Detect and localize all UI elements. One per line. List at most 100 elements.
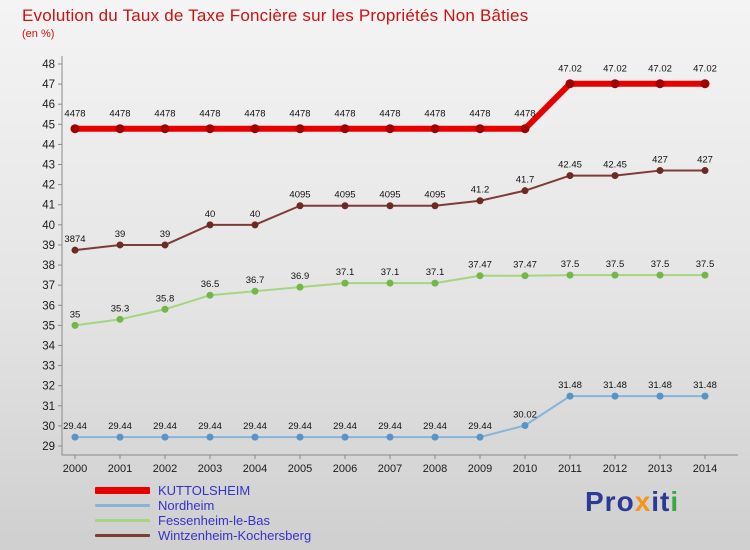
- svg-text:44: 44: [42, 139, 55, 151]
- chart-legend: KUTTOLSHEIM Nordheim Fessenheim-le-Bas W…: [95, 482, 311, 543]
- data-point: [566, 392, 574, 400]
- data-point: [430, 124, 440, 134]
- data-point: [340, 124, 350, 134]
- data-point: [611, 392, 619, 400]
- svg-text:4095: 4095: [379, 190, 400, 201]
- svg-text:2008: 2008: [423, 463, 447, 475]
- svg-text:39: 39: [115, 229, 126, 240]
- data-point: [341, 279, 349, 287]
- svg-text:30: 30: [42, 421, 55, 433]
- svg-text:35.8: 35.8: [156, 293, 175, 304]
- svg-text:37.1: 37.1: [336, 267, 355, 278]
- svg-text:2011: 2011: [558, 463, 582, 475]
- data-point: [296, 202, 304, 210]
- svg-text:2009: 2009: [468, 463, 492, 475]
- series-kuttolsheim: [70, 79, 710, 134]
- data-point: [71, 321, 79, 329]
- svg-text:37.47: 37.47: [513, 260, 537, 271]
- data-point: [206, 433, 214, 441]
- svg-text:35: 35: [42, 320, 55, 332]
- svg-text:4478: 4478: [199, 109, 220, 120]
- svg-text:29: 29: [42, 441, 55, 453]
- svg-text:31.48: 31.48: [603, 380, 627, 391]
- data-point: [656, 392, 664, 400]
- data-point: [70, 124, 80, 134]
- svg-text:29.44: 29.44: [63, 421, 87, 432]
- svg-text:4478: 4478: [334, 109, 355, 120]
- data-point: [566, 172, 574, 180]
- svg-text:39: 39: [160, 229, 171, 240]
- svg-text:4478: 4478: [514, 109, 535, 120]
- data-point: [611, 172, 619, 180]
- data-point: [386, 279, 394, 287]
- data-point: [476, 272, 484, 280]
- legend-swatch-fessenheim: [95, 518, 150, 522]
- svg-text:4478: 4478: [289, 109, 310, 120]
- svg-text:29.44: 29.44: [468, 421, 492, 432]
- svg-text:41.2: 41.2: [471, 185, 490, 196]
- svg-text:4478: 4478: [379, 109, 400, 120]
- svg-text:427: 427: [652, 155, 668, 166]
- data-point: [386, 202, 394, 210]
- data-point: [161, 241, 169, 249]
- data-point: [386, 433, 394, 441]
- svg-text:29.44: 29.44: [423, 421, 447, 432]
- svg-text:29.44: 29.44: [243, 421, 267, 432]
- legend-item-kuttolsheim: KUTTOLSHEIM: [95, 482, 311, 498]
- data-point: [296, 433, 304, 441]
- svg-text:29.44: 29.44: [108, 421, 132, 432]
- data-point: [160, 124, 170, 134]
- svg-text:37.1: 37.1: [426, 267, 445, 278]
- data-point: [610, 79, 620, 89]
- data-point: [71, 433, 79, 441]
- legend-label: KUTTOLSHEIM: [158, 482, 251, 498]
- data-point: [206, 291, 214, 299]
- svg-text:35.3: 35.3: [111, 303, 130, 314]
- svg-text:31: 31: [42, 401, 55, 413]
- legend-label: Nordheim: [158, 497, 215, 513]
- chart-subtitle: (en %): [22, 28, 55, 40]
- svg-text:29.44: 29.44: [288, 421, 312, 432]
- svg-text:47.02: 47.02: [558, 64, 582, 75]
- svg-text:2013: 2013: [648, 463, 672, 475]
- data-point: [115, 124, 125, 134]
- data-point: [565, 79, 575, 89]
- data-point: [296, 283, 304, 291]
- svg-text:2010: 2010: [513, 463, 537, 475]
- data-point: [341, 202, 349, 210]
- svg-text:37: 37: [42, 280, 55, 292]
- data-point: [701, 167, 709, 175]
- data-point: [116, 241, 124, 249]
- svg-text:3874: 3874: [64, 234, 85, 245]
- svg-text:37.1: 37.1: [381, 267, 400, 278]
- series-nordheim: [71, 392, 709, 441]
- data-point: [476, 197, 484, 205]
- svg-text:4095: 4095: [289, 190, 310, 201]
- svg-text:37.5: 37.5: [696, 259, 715, 270]
- svg-text:46: 46: [42, 99, 55, 111]
- svg-text:2001: 2001: [108, 463, 132, 475]
- svg-text:4478: 4478: [64, 109, 85, 120]
- svg-text:38: 38: [42, 260, 55, 272]
- svg-text:35: 35: [70, 309, 81, 320]
- series-labels-wintzenheim-kochersberg: 3874 39 39 40 40 4095 4095 4095 4095 41.2 41.7 42.4…: [64, 155, 713, 246]
- svg-text:40: 40: [42, 220, 55, 232]
- svg-text:4478: 4478: [244, 109, 265, 120]
- data-point: [656, 271, 664, 279]
- svg-text:2005: 2005: [288, 463, 312, 475]
- series-labels-nordheim: 29.44 29.44 29.44 29.44 29.44 29.44 29.44 29.44…: [63, 380, 717, 432]
- svg-text:2012: 2012: [603, 463, 627, 475]
- y-axis-ticks: 29 30 31 32 33 34 35 36 37 38 39 40 41 42 43 44 45 46 47 48: [42, 59, 62, 453]
- legend-label: Fessenheim-le-Bas: [158, 512, 270, 528]
- legend-swatch-kuttolsheim: [95, 486, 150, 494]
- svg-text:47.02: 47.02: [648, 64, 672, 75]
- svg-text:31.48: 31.48: [558, 380, 582, 391]
- svg-text:2006: 2006: [333, 463, 357, 475]
- svg-text:4095: 4095: [424, 190, 445, 201]
- svg-text:2007: 2007: [378, 463, 402, 475]
- svg-text:36.5: 36.5: [201, 279, 220, 290]
- logo-part: x: [634, 486, 652, 517]
- svg-text:37.5: 37.5: [561, 259, 580, 270]
- svg-text:29.44: 29.44: [153, 421, 177, 432]
